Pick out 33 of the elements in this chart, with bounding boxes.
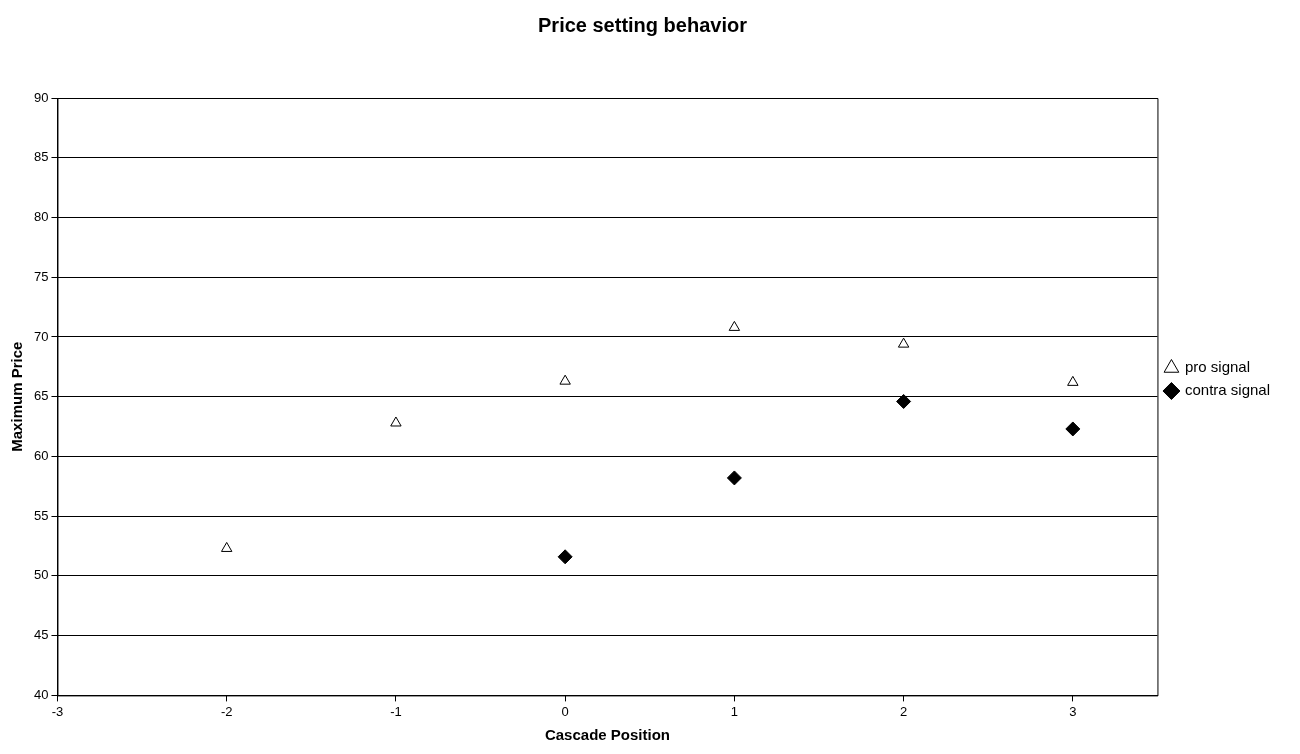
point bbox=[220, 541, 233, 552]
y-tick-label: 50 bbox=[33, 567, 49, 583]
y-tick-label: 75 bbox=[33, 268, 49, 284]
y-tick-label: 90 bbox=[33, 89, 49, 105]
legend-label: contra signal bbox=[1184, 381, 1271, 399]
point bbox=[897, 337, 910, 348]
y-tick-label: 80 bbox=[33, 209, 49, 225]
point bbox=[726, 470, 742, 486]
x-tick-label: 1 bbox=[730, 703, 738, 719]
point bbox=[559, 374, 571, 385]
y-axis-title: Maximum Price bbox=[8, 341, 26, 452]
point bbox=[390, 416, 402, 427]
y-tick-label: 85 bbox=[33, 149, 49, 165]
x-tick-label: -2 bbox=[220, 703, 233, 719]
x-axis-title: Cascade Position bbox=[544, 726, 670, 744]
point bbox=[1065, 421, 1081, 437]
y-tick-label: 40 bbox=[33, 686, 49, 702]
x-tick-label: 0 bbox=[561, 703, 569, 719]
y-tick-label: 45 bbox=[33, 627, 49, 643]
y-tick-label: 60 bbox=[33, 448, 49, 464]
point bbox=[728, 320, 741, 331]
chart-title: Price setting behavior bbox=[538, 13, 748, 36]
point bbox=[557, 549, 573, 565]
point bbox=[896, 393, 912, 409]
x-tick-label: 2 bbox=[899, 703, 908, 719]
legend-label: pro signal bbox=[1184, 358, 1250, 376]
y-tick-label: 55 bbox=[33, 507, 49, 523]
x-tick-label: 3 bbox=[1069, 703, 1077, 719]
point bbox=[1067, 375, 1079, 386]
y-tick-label: 65 bbox=[33, 388, 49, 404]
y-tick-label: 70 bbox=[33, 328, 49, 344]
x-tick-label: -1 bbox=[390, 703, 402, 719]
x-tick-label: -3 bbox=[51, 703, 64, 719]
